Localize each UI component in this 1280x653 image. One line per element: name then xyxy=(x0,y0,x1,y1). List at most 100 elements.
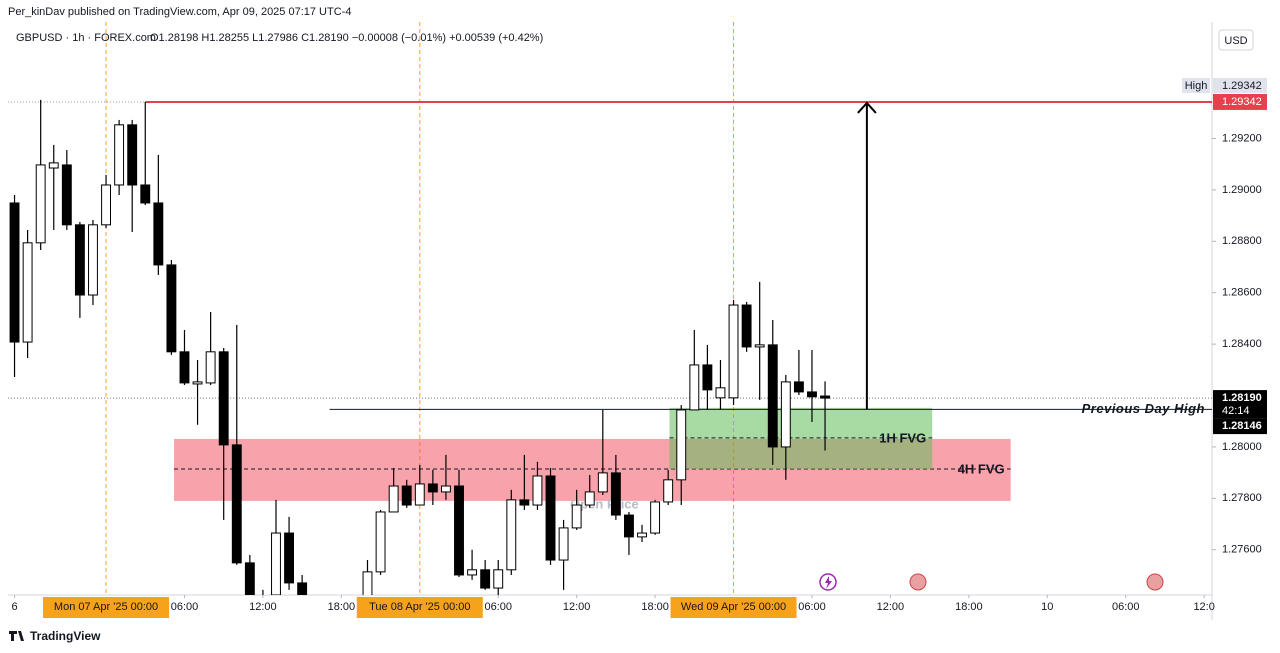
x-tick-label: 10 xyxy=(1041,601,1053,613)
candle-body xyxy=(807,391,817,398)
arrow-head xyxy=(857,101,877,114)
candle-body xyxy=(650,501,661,534)
y-tick-label: 1.27600 xyxy=(1222,544,1262,556)
candle-body xyxy=(88,224,98,296)
x-tick-label: 6 xyxy=(11,601,17,613)
candle-body xyxy=(362,571,373,595)
candle-body xyxy=(166,264,177,353)
high-tag: High xyxy=(1185,80,1208,92)
y-tick-label: 1.28800 xyxy=(1222,235,1262,247)
x-tick-label: Mon 07 Apr '25 00:00 xyxy=(54,601,158,613)
candle-body xyxy=(205,351,216,384)
y-tick-label: 1.29200 xyxy=(1222,132,1262,144)
high-price-label: 1.29342 xyxy=(1222,96,1262,108)
y-tick-label: 1.27800 xyxy=(1222,492,1262,504)
candle-body xyxy=(140,184,151,204)
candle-body xyxy=(467,569,478,576)
candle-body xyxy=(427,483,438,493)
high-tag-bg xyxy=(1182,77,1210,93)
logo-mark xyxy=(9,631,24,641)
candle-body xyxy=(440,485,451,493)
candle-body xyxy=(192,381,203,385)
session-label-bg xyxy=(43,597,170,618)
y-tick-label: 1.28600 xyxy=(1222,287,1262,299)
candle-body xyxy=(454,485,464,576)
candle-body xyxy=(9,202,20,343)
candle-body xyxy=(545,475,556,561)
candle-body xyxy=(22,242,33,343)
candle-body xyxy=(584,491,595,506)
candle-body xyxy=(820,395,830,399)
level-price-label: 1.28146 xyxy=(1222,420,1262,432)
candle-body xyxy=(793,381,804,393)
event-icons xyxy=(819,573,1164,591)
currency: USD xyxy=(1224,35,1247,47)
candle-body xyxy=(532,475,543,506)
candle-body xyxy=(297,582,308,595)
candle-body xyxy=(676,409,687,481)
candle-body xyxy=(61,164,72,226)
candle-body xyxy=(624,514,634,538)
candle-body xyxy=(218,351,229,446)
candle-body xyxy=(519,499,530,506)
x-tick-label: 18:00 xyxy=(955,601,983,613)
axes: 1.27600 1.27800 1.28000 1.28400 1.28600 1.288… xyxy=(11,77,1267,618)
candle-body xyxy=(480,569,491,589)
fvg-label: 4H FVG xyxy=(958,461,1005,476)
candle-body xyxy=(741,304,752,348)
candle-body xyxy=(284,532,295,584)
tv-logo: TradingView xyxy=(9,629,101,643)
candle-body xyxy=(388,485,399,513)
candle-body xyxy=(74,224,85,296)
candle-body xyxy=(610,472,621,516)
currency-box[interactable] xyxy=(1218,29,1254,51)
candle-body xyxy=(114,124,125,186)
countdown: 42:14 xyxy=(1222,405,1250,417)
candle-body xyxy=(715,387,726,399)
fvg-zone xyxy=(669,407,933,470)
candle-body xyxy=(127,124,138,186)
candle-body xyxy=(702,364,713,391)
session-label-bg xyxy=(670,597,797,618)
candle-body xyxy=(101,184,111,226)
x-tick-label: 18:00 xyxy=(641,601,669,613)
x-tick-label: 06:00 xyxy=(1112,601,1140,613)
x-tick-label: 06:00 xyxy=(798,601,826,613)
x-tick-label: Wed 09 Apr '25 00:00 xyxy=(681,601,786,613)
candle-body xyxy=(689,364,700,411)
flag-icon[interactable] xyxy=(909,573,927,591)
y-tick-label: 1.29000 xyxy=(1222,184,1262,196)
x-tick-label: 18:00 xyxy=(328,601,356,613)
fvg-label: 1H FVG xyxy=(879,430,926,445)
candle-body xyxy=(571,504,582,529)
level-label: Previous Day High xyxy=(1082,401,1205,416)
candle-body xyxy=(48,162,59,169)
publish-header: Per_kinDav published on TradingView.com,… xyxy=(8,6,351,18)
y-tick-label: 1.28400 xyxy=(1222,338,1262,350)
current-price-box xyxy=(1213,390,1267,419)
candle-body xyxy=(767,344,778,448)
symbol-title: GBPUSD · 1h · FOREX.com xyxy=(16,32,156,44)
candle-body xyxy=(780,381,791,448)
level-price-box xyxy=(1213,418,1267,435)
x-tick-label: 12:00 xyxy=(877,601,905,613)
candle-body xyxy=(663,479,674,503)
x-tick-label: 06:00 xyxy=(484,601,512,613)
candle-body xyxy=(244,562,255,595)
high-value-bg xyxy=(1213,77,1267,93)
candle-body xyxy=(728,304,739,399)
x-tick-label: 12:00 xyxy=(249,601,277,613)
x-tick-label: 06:00 xyxy=(171,601,199,613)
candle-body xyxy=(754,344,765,348)
candle-body xyxy=(414,483,425,506)
candle-body xyxy=(493,569,504,589)
candle-body xyxy=(179,351,190,384)
current-price-label: 1.28190 xyxy=(1222,392,1262,404)
candle-body xyxy=(401,485,412,506)
candle-body xyxy=(271,532,281,595)
flag-icon[interactable] xyxy=(1146,573,1164,591)
lightning xyxy=(825,576,832,589)
high-value: 1.29342 xyxy=(1222,80,1262,92)
